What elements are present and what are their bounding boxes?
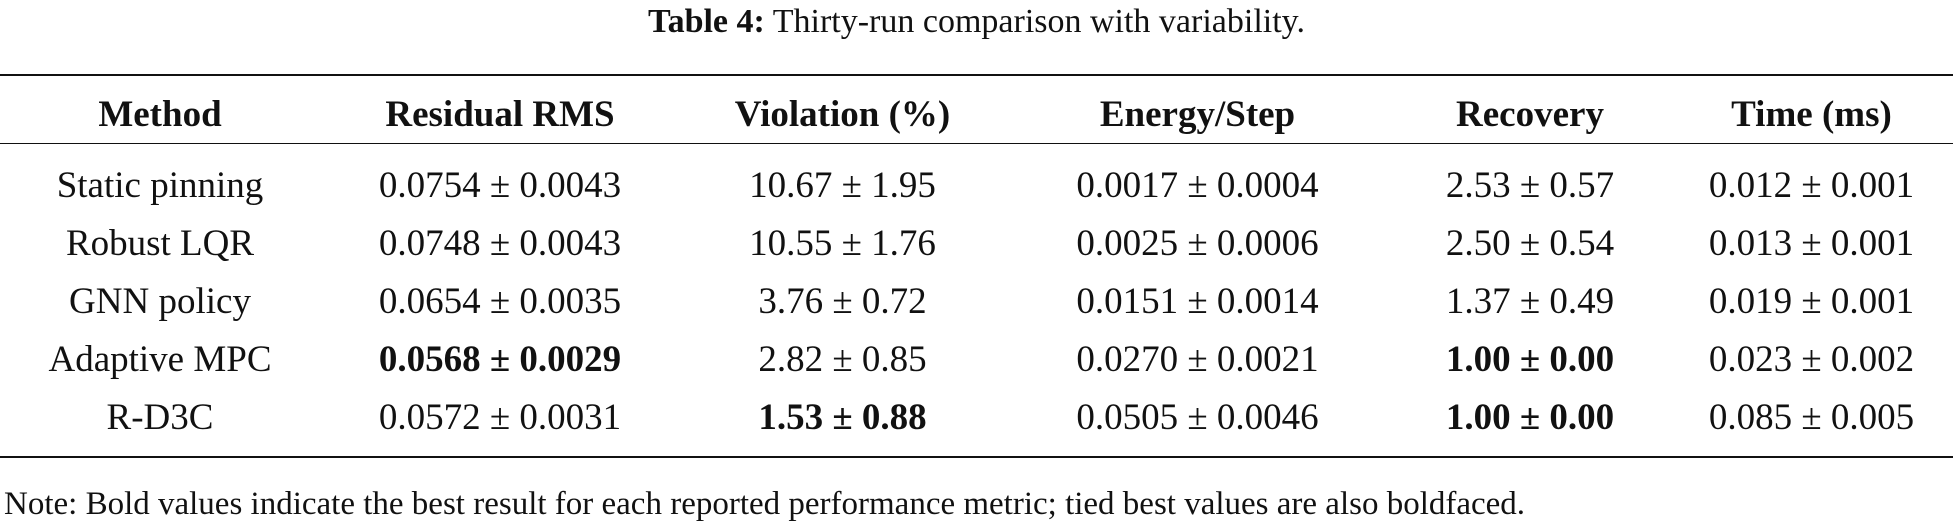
cell-energy-step: 0.0151 ± 0.0014 — [1076, 280, 1319, 322]
cell-recovery: 1.00 ± 0.00 — [1445, 396, 1615, 438]
table-row: Static pinning 0.0754 ± 0.0043 10.67 ± 1… — [0, 156, 1953, 214]
cell-energy-step: 0.0017 ± 0.0004 — [1076, 164, 1319, 206]
table-row: Robust LQR 0.0748 ± 0.0043 10.55 ± 1.76 … — [0, 214, 1953, 272]
cell-residual-rms: 0.0572 ± 0.0031 — [378, 396, 622, 438]
table-row: Adaptive MPC 0.0568 ± 0.0029 2.82 ± 0.85… — [0, 330, 1953, 388]
header-method: Method — [98, 93, 222, 135]
table-bottom-rule — [0, 456, 1953, 458]
cell-recovery: 2.53 ± 0.57 — [1445, 164, 1615, 206]
table-header-row: Method Residual RMS Violation (%) Energy… — [0, 84, 1953, 144]
cell-violation: 10.67 ± 1.95 — [749, 164, 936, 206]
table-top-rule — [0, 74, 1953, 76]
row-method: Adaptive MPC — [48, 338, 272, 380]
header-energy-step: Energy/Step — [1099, 93, 1296, 135]
cell-time: 0.013 ± 0.001 — [1708, 222, 1915, 264]
cell-time: 0.085 ± 0.005 — [1708, 396, 1915, 438]
table-note: Note: Bold values indicate the best resu… — [4, 486, 1526, 522]
cell-time: 0.012 ± 0.001 — [1708, 164, 1915, 206]
header-violation: Violation (%) — [734, 93, 951, 135]
row-method: R-D3C — [106, 396, 214, 438]
cell-energy-step: 0.0270 ± 0.0021 — [1076, 338, 1319, 380]
table-row: R-D3C 0.0572 ± 0.0031 1.53 ± 0.88 0.0505… — [0, 388, 1953, 446]
header-residual-rms: Residual RMS — [385, 93, 615, 135]
cell-recovery: 1.00 ± 0.00 — [1445, 338, 1615, 380]
cell-residual-rms: 0.0748 ± 0.0043 — [378, 222, 622, 264]
table-caption-text: Thirty-run comparison with variability. — [772, 3, 1305, 40]
cell-violation: 1.53 ± 0.88 — [758, 396, 927, 438]
cell-recovery: 1.37 ± 0.49 — [1445, 280, 1615, 322]
cell-recovery: 2.50 ± 0.54 — [1445, 222, 1615, 264]
cell-time: 0.019 ± 0.001 — [1708, 280, 1915, 322]
header-time: Time (ms) — [1731, 93, 1892, 135]
cell-energy-step: 0.0505 ± 0.0046 — [1076, 396, 1319, 438]
table-header-rule — [0, 143, 1953, 144]
cell-violation: 3.76 ± 0.72 — [758, 280, 927, 322]
cell-residual-rms: 0.0654 ± 0.0035 — [378, 280, 622, 322]
row-method: Robust LQR — [65, 222, 255, 264]
table-caption: Table 4: Thirty-run comparison with vari… — [0, 0, 1953, 42]
cell-residual-rms: 0.0568 ± 0.0029 — [378, 338, 622, 380]
cell-time: 0.023 ± 0.002 — [1708, 338, 1915, 380]
table-row: GNN policy 0.0654 ± 0.0035 3.76 ± 0.72 0… — [0, 272, 1953, 330]
header-recovery: Recovery — [1456, 93, 1604, 135]
table-caption-label: Table 4: — [648, 3, 765, 40]
cell-violation: 2.82 ± 0.85 — [758, 338, 927, 380]
cell-energy-step: 0.0025 ± 0.0006 — [1076, 222, 1319, 264]
cell-violation: 10.55 ± 1.76 — [749, 222, 936, 264]
cell-residual-rms: 0.0754 ± 0.0043 — [378, 164, 622, 206]
row-method: Static pinning — [56, 164, 264, 206]
results-table: Method Residual RMS Violation (%) Energy… — [0, 84, 1953, 446]
row-method: GNN policy — [69, 280, 251, 322]
